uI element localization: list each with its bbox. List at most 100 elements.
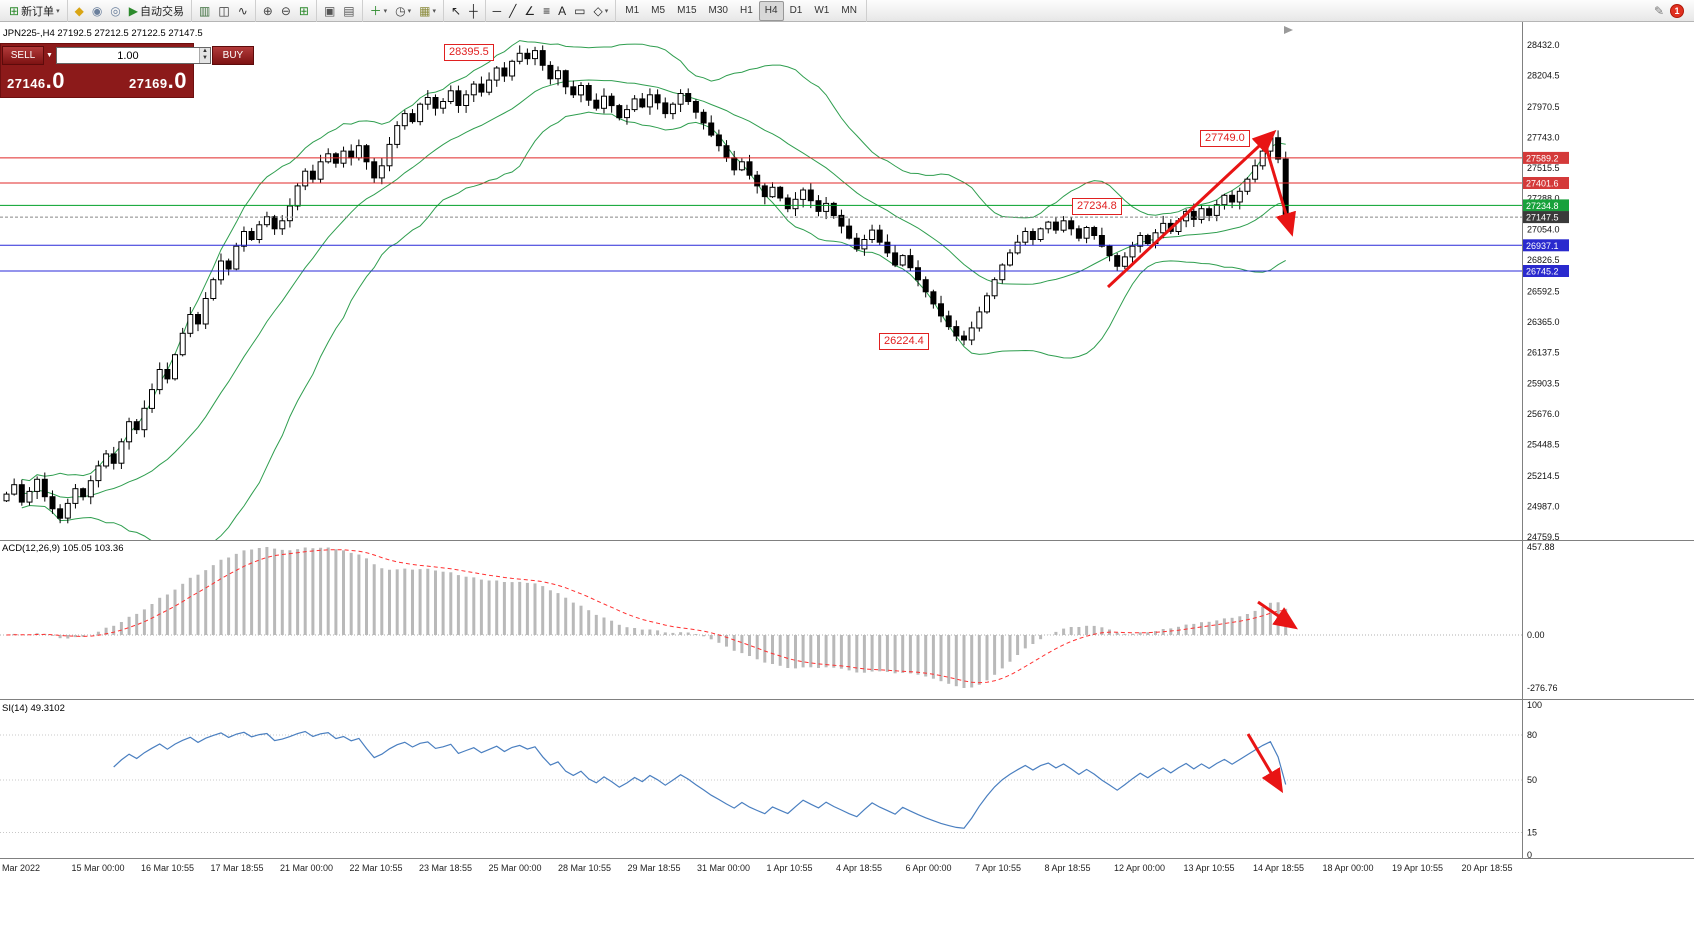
timeframe-m30-button[interactable]: M30 <box>703 1 734 21</box>
add-indicator-dropdown-icon[interactable]: ▾ <box>383 7 388 15</box>
market-watch-button[interactable]: ◉ <box>88 1 106 21</box>
price-axis-label: 26592.5 <box>1527 286 1560 296</box>
bar-chart-button[interactable]: ▥ <box>195 1 214 21</box>
volume-up-icon[interactable]: ▲ <box>201 48 208 54</box>
price-axis-label: 25214.5 <box>1527 471 1560 481</box>
chart-canvas[interactable]: 28432.0 28204.5 27970.5 27743.0 27515.5 27288… <box>0 22 1694 876</box>
price-tag: 27589.2 <box>1523 151 1569 164</box>
toolbar-group: ▣ ▤ <box>317 0 363 22</box>
macd-axis-label: 0.00 <box>1527 630 1545 640</box>
price-callout[interactable]: 27234.8 <box>1072 198 1122 215</box>
channel-tool-button[interactable]: ∠ <box>520 1 539 21</box>
label-tool-button[interactable]: ▭ <box>570 1 589 21</box>
timeframe-toolbar: M1 M5 M15 M30 H1 H4 D1 W1 MN <box>616 0 867 22</box>
time-axis-label: Mar 2022 <box>2 863 40 873</box>
auto-trading-icon: ▶ <box>128 3 139 18</box>
fibonacci-tool-button[interactable]: ≡ <box>539 1 554 21</box>
shapes-tool-icon: ◇ <box>593 3 603 18</box>
price-callout[interactable]: 27749.0 <box>1200 130 1250 147</box>
volume-input[interactable] <box>56 48 199 63</box>
price-axis-label: 26826.5 <box>1527 255 1560 265</box>
price-callout[interactable]: 26224.4 <box>879 333 929 350</box>
bollinger-upper-band <box>21 40 1286 482</box>
auto-scroll-button[interactable]: ▣ <box>320 1 339 21</box>
templates-dropdown-icon[interactable]: ▾ <box>432 7 437 15</box>
timeframe-h1-button[interactable]: H1 <box>734 1 759 21</box>
timeframe-d1-button[interactable]: D1 <box>784 1 809 21</box>
toolbar-group: ⊕ ⊖ ⊞ <box>256 0 317 22</box>
rsi-line <box>113 730 1287 829</box>
templates-button[interactable]: ▦ ▾ <box>415 1 440 21</box>
crosshair-button[interactable]: ┼ <box>465 1 482 21</box>
price-axis-label: 27288.0 <box>1527 193 1560 203</box>
price-axis-label: 25903.5 <box>1527 379 1560 389</box>
chart-shift-button[interactable]: ▤ <box>339 1 358 21</box>
periods-dropdown-icon[interactable]: ▾ <box>407 7 412 15</box>
volume-down-icon[interactable]: ▼ <box>201 55 208 61</box>
horizontal-line-tool-icon: ─ <box>492 3 502 18</box>
data-window-button[interactable]: ◎ <box>106 1 124 21</box>
svg-text:27589.2: 27589.2 <box>1526 153 1559 163</box>
price-callout[interactable]: 28395.5 <box>444 44 494 61</box>
rsi-axis-label: 50 <box>1527 775 1537 785</box>
price-axis-label: 25676.0 <box>1527 409 1560 419</box>
cursor-button[interactable]: ↖ <box>447 1 465 21</box>
sell-button[interactable]: SELL <box>2 46 44 65</box>
cursor-icon: ↖ <box>451 3 462 18</box>
trend-arrow[interactable] <box>1261 136 1296 237</box>
buy-button[interactable]: BUY <box>211 46 254 65</box>
macd-histogram <box>12 547 1288 688</box>
sell-price[interactable]: 27146.0 <box>7 68 66 93</box>
zoom-out-button[interactable]: ⊖ <box>277 1 295 21</box>
volume-dropdown-icon[interactable]: ▼ <box>46 52 53 59</box>
timeframe-m1-button[interactable]: M1 <box>619 1 645 21</box>
profiles-button[interactable]: ◆ <box>71 1 88 21</box>
trendline-tool-button[interactable]: ╱ <box>505 1 520 21</box>
trendline-tool-icon: ╱ <box>509 3 517 18</box>
price-axis-label: 24987.0 <box>1527 502 1560 512</box>
toolbar-group: ─ ╱ ∠ ≡ A ▭ ◇ ▾ <box>486 0 617 22</box>
candlestick-chart-button[interactable]: ◫ <box>214 1 233 21</box>
toolbar: ⊞ 新订单 ▾ ◆ ◉ ◎ ▶ 自动交易 ▥ ◫ ∿ ⊕ ⊖ ⊞ ▣ ▤ ＋ ▾ ◷ ▾ ▦ ▾ ↖ ┼ ─ ╱ ∠ ≡ A ▭ ◇ ▾ M1… <box>0 0 1694 22</box>
price-axis-label: 26137.5 <box>1527 347 1560 357</box>
timeframe-m5-button[interactable]: M5 <box>645 1 671 21</box>
time-axis-label: 17 Mar 18:55 <box>211 863 264 873</box>
shapes-tool-button[interactable]: ◇ ▾ <box>590 1 613 21</box>
timeframe-h4-button[interactable]: H4 <box>758 0 784 21</box>
time-axis-label: 22 Mar 10:55 <box>350 863 403 873</box>
auto-trading-button[interactable]: ▶ 自动交易 <box>125 1 188 21</box>
edit-icon[interactable]: ✎ <box>1653 3 1664 18</box>
main-chart-pane <box>0 40 1522 540</box>
shapes-tool-dropdown-icon[interactable]: ▾ <box>604 7 609 15</box>
new-order-dropdown-icon[interactable]: ▾ <box>56 7 60 15</box>
templates-icon: ▦ <box>419 3 431 18</box>
add-indicator-button[interactable]: ＋ ▾ <box>366 1 392 21</box>
chart-window: 28432.0 28204.5 27970.5 27743.0 27515.5 27288… <box>0 22 1694 876</box>
toolbar-group: ↖ ┼ <box>444 0 486 22</box>
chart-shift-marker[interactable] <box>1284 26 1293 34</box>
notification-badge[interactable]: 1 <box>1670 3 1684 18</box>
horizontal-line-tool-button[interactable]: ─ <box>489 1 506 21</box>
timeframe-mn-button[interactable]: MN <box>835 1 863 21</box>
line-chart-button[interactable]: ∿ <box>234 1 252 21</box>
tile-windows-button[interactable]: ⊞ <box>295 1 313 21</box>
price-tag: 27401.6 <box>1523 177 1569 189</box>
periods-button[interactable]: ◷ ▾ <box>391 1 415 21</box>
macd-axis-label: -276.76 <box>1527 683 1558 693</box>
toolbar-groups: ⊞ 新订单 ▾ ◆ ◉ ◎ ▶ 自动交易 ▥ ◫ ∿ ⊕ ⊖ ⊞ ▣ ▤ ＋ ▾ ◷ ▾ ▦ ▾ ↖ ┼ ─ ╱ ∠ ≡ A ▭ ◇ ▾ <box>2 0 617 22</box>
trend-arrow[interactable] <box>1106 129 1277 289</box>
trend-arrow[interactable] <box>1246 733 1284 794</box>
macd-signal-line <box>6 549 1286 684</box>
timeframe-m15-button[interactable]: M15 <box>671 1 702 21</box>
line-chart-icon: ∿ <box>237 3 248 18</box>
candlestick-series <box>3 45 1289 524</box>
trend-arrow[interactable] <box>1257 600 1298 630</box>
zoom-in-button[interactable]: ⊕ <box>259 1 277 21</box>
timeframe-w1-button[interactable]: W1 <box>808 1 835 21</box>
time-axis-label: 12 Apr 00:00 <box>1114 863 1165 873</box>
price-axis-label: 26365.0 <box>1527 317 1560 327</box>
text-tool-button[interactable]: A <box>554 1 570 21</box>
new-order-button[interactable]: ⊞ 新订单 ▾ <box>5 1 64 21</box>
time-axis-label: 21 Mar 00:00 <box>280 863 333 873</box>
buy-price[interactable]: 27169.0 <box>128 68 187 93</box>
